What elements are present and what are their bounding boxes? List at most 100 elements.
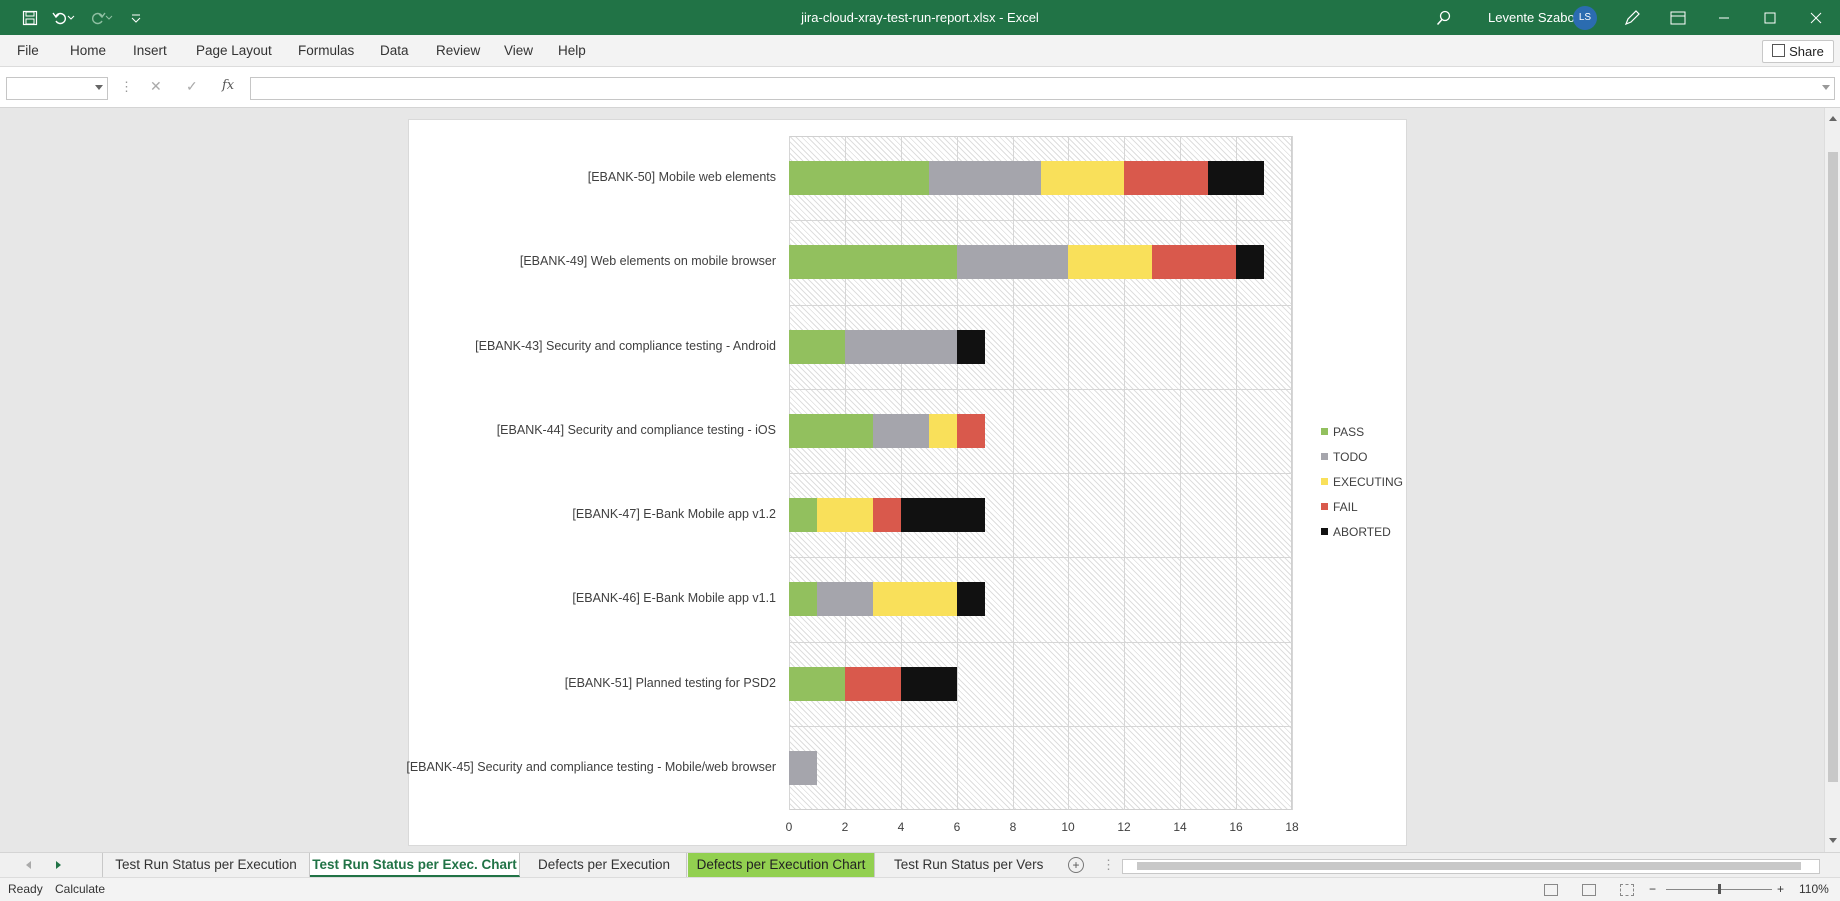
cancel-icon[interactable]: ✕ [150, 78, 162, 94]
search-icon[interactable] [1430, 0, 1458, 35]
redo-icon[interactable] [84, 0, 112, 35]
page-break-view-icon[interactable] [1620, 884, 1634, 896]
maximize-icon[interactable] [1747, 0, 1793, 35]
menu-data[interactable]: Data [380, 43, 409, 58]
save-icon[interactable] [16, 0, 44, 35]
redo-dropdown-icon[interactable] [102, 0, 116, 35]
share-button[interactable]: Share [1762, 40, 1834, 63]
normal-view-icon[interactable] [1544, 884, 1558, 896]
menu-help[interactable]: Help [558, 43, 586, 58]
sheet-tab-test-run-status-per-execution[interactable]: Test Run Status per Execution [102, 853, 310, 877]
category-label: [EBANK-50] Mobile web elements [587, 170, 776, 184]
menu-insert[interactable]: Insert [133, 43, 167, 58]
x-tick-label: 14 [1173, 820, 1187, 834]
expand-formula-icon[interactable] [1822, 85, 1830, 90]
gridline-horizontal [789, 557, 1292, 558]
sheet-tab-test-run-status-per-version[interactable]: Test Run Status per Vers ... [876, 853, 1056, 877]
category-label: [EBANK-49] Web elements on mobile browse… [519, 254, 776, 268]
bar-segment-todo[interactable] [789, 751, 817, 785]
menu-file[interactable]: File [17, 43, 39, 58]
formula-input[interactable] [250, 77, 1835, 100]
status-calculate[interactable]: Calculate [55, 882, 106, 896]
splitter-handle[interactable]: ⋮ [1102, 857, 1115, 872]
bar-segment-aborted[interactable] [1208, 161, 1264, 195]
legend-swatch [1321, 528, 1328, 535]
ribbon-display-icon[interactable] [1655, 0, 1701, 35]
zoom-level[interactable]: 110% [1799, 882, 1829, 896]
share-icon [1772, 44, 1786, 57]
add-sheet-icon[interactable]: + [1068, 857, 1084, 873]
vertical-scrollbar[interactable] [1824, 108, 1840, 852]
bar-segment-executing[interactable] [873, 582, 957, 616]
insert-function-icon[interactable]: fx [222, 78, 235, 93]
x-tick-label: 4 [897, 820, 905, 834]
menu-page-layout[interactable]: Page Layout [196, 43, 272, 58]
avatar[interactable]: LS [1573, 6, 1597, 30]
horizontal-scrollbar[interactable] [1122, 859, 1820, 874]
zoom-out-button[interactable]: − [1649, 882, 1657, 896]
vertical-scroll-thumb[interactable] [1828, 152, 1838, 782]
bar-segment-todo[interactable] [845, 330, 957, 364]
x-tick-label: 0 [785, 820, 793, 834]
gridline-horizontal [789, 220, 1292, 221]
bar-segment-executing[interactable] [1068, 245, 1152, 279]
bar-segment-fail[interactable] [1152, 245, 1236, 279]
enter-icon[interactable]: ✓ [186, 78, 198, 94]
sheet-tab-defects-per-execution-chart[interactable]: Defects per Execution Chart [688, 853, 875, 877]
sheet-tab-defects-per-execution[interactable]: Defects per Execution [522, 853, 687, 877]
category-label: [EBANK-51] Planned testing for PSD2 [564, 676, 776, 690]
bar-segment-todo[interactable] [957, 245, 1069, 279]
bar-segment-pass[interactable] [789, 245, 957, 279]
undo-dropdown-icon[interactable] [64, 0, 78, 35]
x-tick-label: 16 [1229, 820, 1243, 834]
bar-segment-fail[interactable] [873, 498, 901, 532]
legend-label: EXECUTING [1333, 475, 1404, 489]
bar-segment-pass[interactable] [789, 667, 845, 701]
bar-segment-pass[interactable] [789, 414, 873, 448]
tab-scroll-left-icon[interactable] [26, 861, 31, 869]
chevron-down-icon[interactable] [95, 85, 103, 90]
bar-segment-todo[interactable] [873, 414, 929, 448]
x-tick-label: 12 [1117, 820, 1131, 834]
scroll-down-icon[interactable] [1829, 838, 1837, 843]
horizontal-scroll-thumb[interactable] [1137, 862, 1801, 870]
bar-segment-fail[interactable] [957, 414, 985, 448]
bar-segment-todo[interactable] [929, 161, 1041, 195]
bar-segment-aborted[interactable] [901, 667, 957, 701]
bar-segment-executing[interactable] [817, 498, 873, 532]
page-layout-view-icon[interactable] [1582, 884, 1596, 896]
zoom-in-button[interactable]: + [1777, 882, 1785, 896]
name-box[interactable] [6, 77, 108, 100]
bar-segment-aborted[interactable] [957, 330, 985, 364]
bar-segment-todo[interactable] [817, 582, 873, 616]
undo-icon[interactable] [46, 0, 74, 35]
bar-segment-pass[interactable] [789, 582, 817, 616]
bar-segment-fail[interactable] [1124, 161, 1208, 195]
sheet-tab-test-run-status-chart[interactable]: Test Run Status per Exec. Chart [310, 853, 520, 877]
bar-segment-aborted[interactable] [1236, 245, 1264, 279]
tab-scroll-right-icon[interactable] [56, 861, 61, 869]
menu-view[interactable]: View [504, 43, 534, 58]
scroll-up-icon[interactable] [1829, 116, 1837, 121]
bar-segment-executing[interactable] [1041, 161, 1125, 195]
menu-formulas[interactable]: Formulas [298, 43, 355, 58]
customize-toolbar-icon[interactable] [122, 0, 150, 35]
bar-segment-pass[interactable] [789, 161, 929, 195]
zoom-slider-thumb[interactable] [1718, 884, 1721, 894]
bar-segment-aborted[interactable] [957, 582, 985, 616]
bar-segment-aborted[interactable] [901, 498, 985, 532]
bar-segment-pass[interactable] [789, 498, 817, 532]
legend-label: TODO [1333, 450, 1368, 464]
zoom-slider[interactable] [1666, 884, 1772, 894]
ribbon-tabs: File Home Insert Page Layout Formulas Da… [0, 35, 1840, 67]
bar-segment-executing[interactable] [929, 414, 957, 448]
menu-review[interactable]: Review [436, 43, 481, 58]
bar-segment-pass[interactable] [789, 330, 845, 364]
pen-icon[interactable] [1609, 0, 1655, 35]
status-ready: Ready [8, 882, 43, 896]
bar-segment-fail[interactable] [845, 667, 901, 701]
minimize-icon[interactable] [1701, 0, 1747, 35]
close-icon[interactable] [1793, 0, 1839, 35]
x-tick-label: 10 [1061, 820, 1075, 834]
menu-home[interactable]: Home [70, 43, 107, 58]
